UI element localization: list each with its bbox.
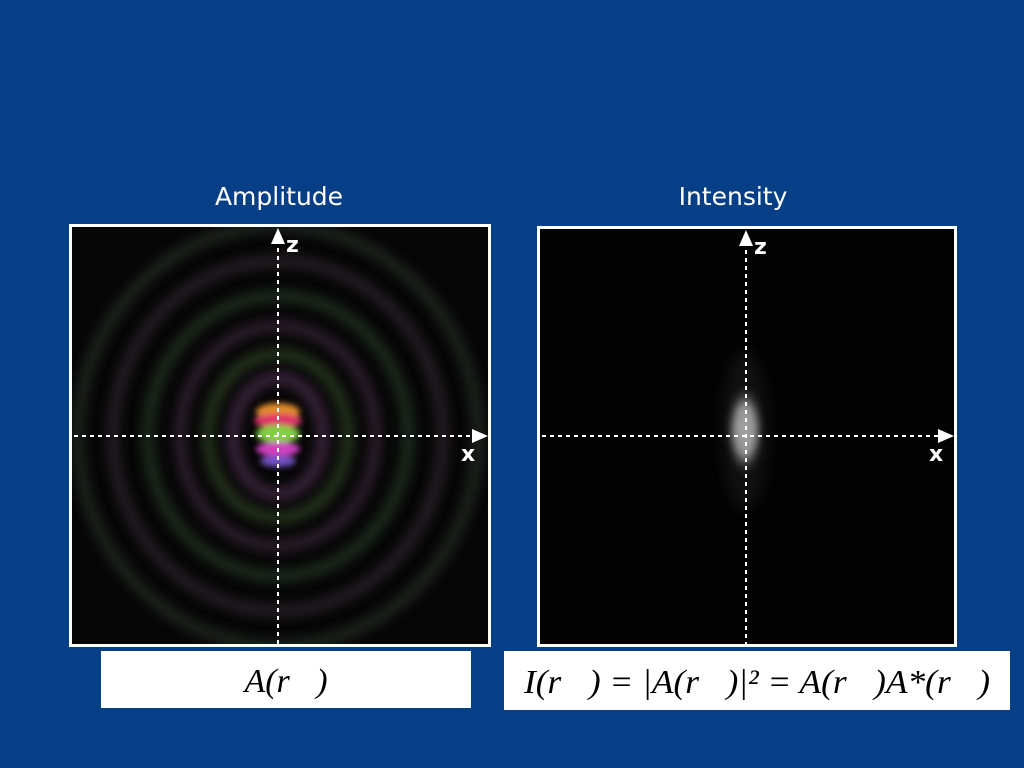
formula: A(r⃗) [242,663,327,700]
formula: I(r⃗) = |A(r⃗)|² = A(r⃗)A*(r⃗) [523,664,990,701]
axis-label: z [286,233,299,258]
panel-title: Amplitude [215,182,343,211]
arrow [739,230,753,246]
formula-box [504,651,1010,710]
arrow [271,228,285,244]
axis-label: x [461,442,475,467]
arrow [938,429,954,443]
axis-label: x [929,442,943,467]
arrow [472,429,488,443]
axis-label: z [754,235,767,260]
formula-box [101,651,471,708]
panel-title: Intensity [679,182,788,211]
